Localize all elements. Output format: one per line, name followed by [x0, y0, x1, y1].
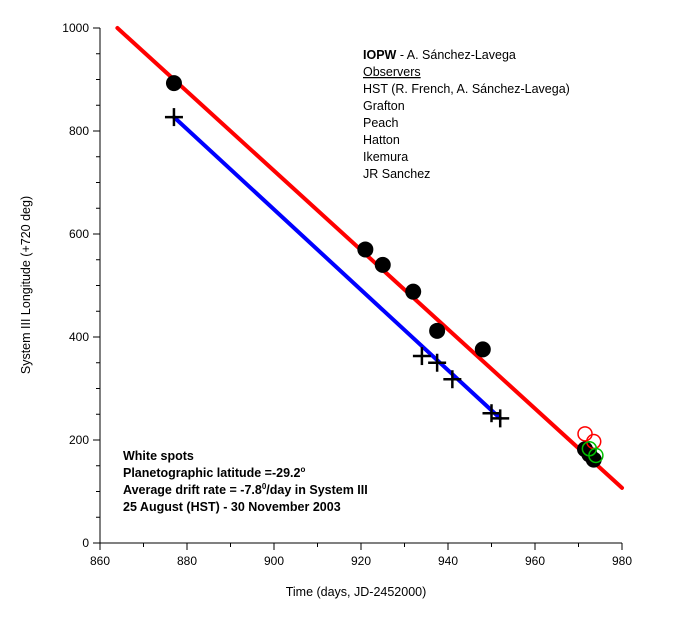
note-latitude-text: Planetographic latitude =-29.2	[123, 466, 301, 480]
legend: IOPW - A. Sánchez-Lavega Observers HST (…	[363, 48, 570, 181]
filled-circle-point	[357, 241, 374, 258]
y-tick-label: 800	[69, 124, 89, 138]
note-title: White spots	[123, 449, 194, 463]
filled-circle-point	[429, 322, 446, 339]
note-drift: Average drift rate = -7.80/day in System…	[123, 482, 368, 497]
x-tick-label: 860	[90, 554, 110, 568]
legend-observer: Grafton	[363, 99, 405, 113]
legend-org: IOPW - A. Sánchez-Lavega	[363, 48, 516, 62]
x-tick-label: 920	[351, 554, 371, 568]
y-tick-label: 400	[69, 330, 89, 344]
plus-point	[491, 409, 510, 428]
note-superscript-zero: 0	[262, 482, 267, 491]
fit-lines	[115, 26, 624, 490]
y-tick-label: 600	[69, 227, 89, 241]
note-latitude: Planetographic latitude =-29.2o	[123, 465, 305, 480]
legend-observer: Hatton	[363, 133, 400, 147]
legend-observers-heading: Observers	[363, 65, 421, 79]
x-tick-label: 960	[525, 554, 545, 568]
filled-circle-point	[165, 75, 182, 92]
legend-observer: Ikemura	[363, 150, 408, 164]
plus-point	[428, 353, 447, 372]
filled-circle-point	[474, 341, 491, 358]
note-drift-suffix: /day in System III	[266, 483, 367, 497]
x-tick-label: 880	[177, 554, 197, 568]
plus-point	[443, 370, 462, 389]
open-circle-point	[577, 426, 593, 442]
legend-observer: JR Sanchez	[363, 167, 430, 181]
filled-circle-point	[405, 283, 422, 300]
y-axis-title: System III Longitude (+720 deg)	[19, 196, 33, 374]
y-tick-label: 1000	[62, 21, 89, 35]
data-points	[164, 75, 604, 468]
plus-point	[164, 108, 183, 127]
filled-circle-point	[374, 256, 391, 273]
fit-line	[171, 115, 503, 421]
x-tick-label: 940	[438, 554, 458, 568]
x-tick-label: 900	[264, 554, 284, 568]
y-tick-label: 0	[82, 536, 89, 550]
note-dates: 25 August (HST) - 30 November 2003	[123, 500, 341, 514]
fit-line	[115, 26, 624, 490]
legend-org-bold: IOPW	[363, 48, 397, 62]
plus-point	[412, 347, 431, 366]
x-tick-label: 980	[612, 554, 632, 568]
legend-org-rest: - A. Sánchez-Lavega	[396, 48, 516, 62]
legend-observer: HST (R. French, A. Sánchez-Lavega)	[363, 82, 570, 96]
open-circle-point	[588, 447, 604, 464]
note-degree-symbol: o	[300, 465, 305, 474]
axes: 860 880 900 920 940 960 980 0 200 400 600 800 1000	[62, 21, 632, 568]
y-tick-label: 200	[69, 433, 89, 447]
annotation: White spots Planetographic latitude =-29…	[123, 449, 368, 514]
legend-observer: Peach	[363, 116, 398, 130]
note-drift-text: Average drift rate = -7.8	[123, 483, 262, 497]
x-axis-title: Time (days, JD-2452000)	[286, 585, 427, 599]
